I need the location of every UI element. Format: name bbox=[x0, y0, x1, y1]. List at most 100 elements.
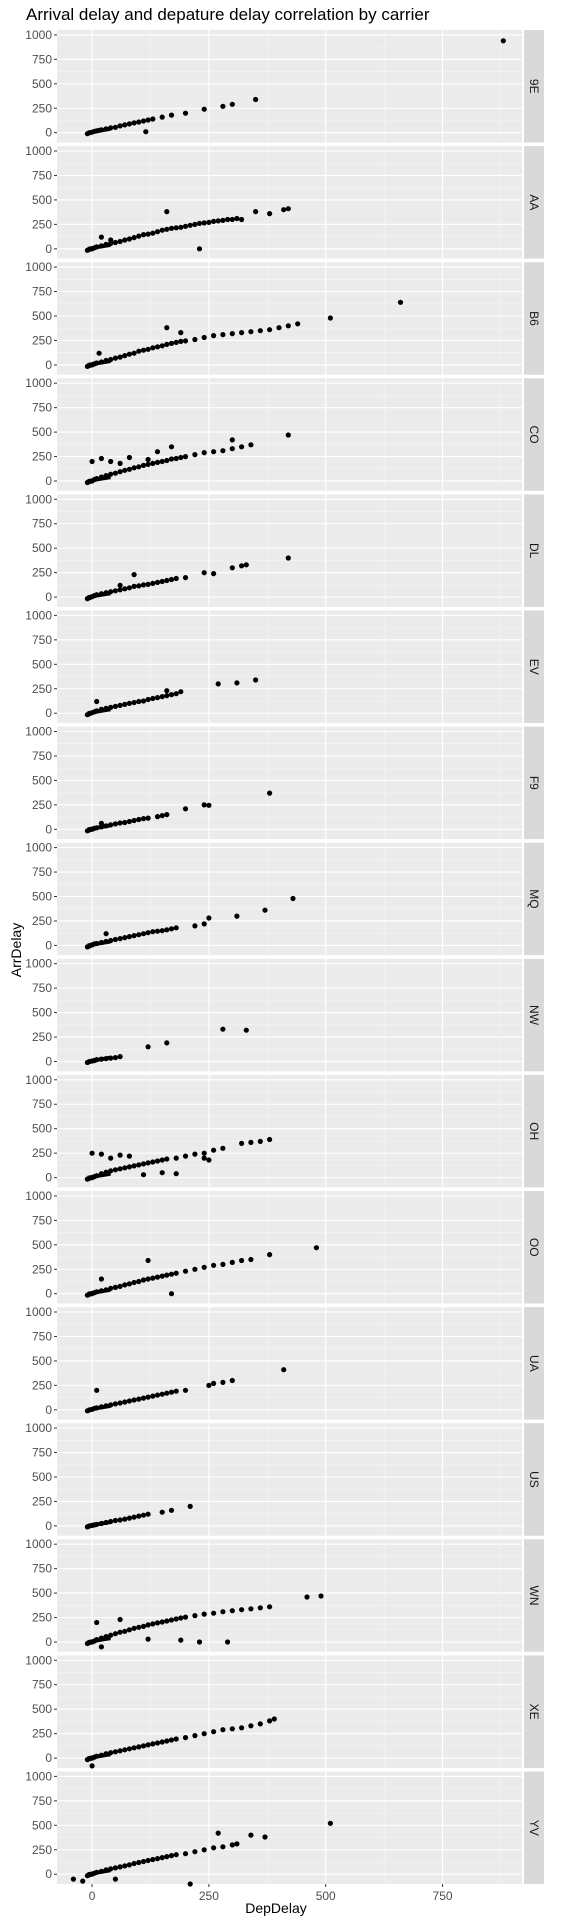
data-point bbox=[112, 470, 118, 476]
data-point bbox=[140, 232, 147, 238]
data-point bbox=[108, 237, 114, 243]
data-point bbox=[154, 814, 161, 820]
data-point bbox=[173, 339, 179, 345]
y-tick-label: 0 bbox=[45, 358, 52, 372]
y-tick-label: 1000 bbox=[25, 376, 52, 390]
point-cluster bbox=[87, 1752, 111, 1761]
data-point bbox=[126, 700, 132, 707]
data-point bbox=[117, 1616, 123, 1623]
facet-strip bbox=[524, 1191, 544, 1304]
y-tick-label: 500 bbox=[32, 1238, 52, 1252]
data-point bbox=[318, 1593, 324, 1599]
data-point bbox=[164, 341, 170, 347]
data-point bbox=[220, 1727, 226, 1733]
data-points bbox=[84, 555, 291, 602]
data-point bbox=[164, 927, 170, 933]
data-point bbox=[131, 583, 137, 590]
data-points bbox=[84, 38, 506, 137]
data-point bbox=[159, 458, 165, 465]
data-point bbox=[239, 1257, 245, 1264]
data-point bbox=[182, 1851, 189, 1857]
data-point bbox=[154, 459, 161, 465]
y-tick-label: 1000 bbox=[25, 1421, 52, 1435]
facet-strip-label: OO bbox=[527, 1238, 541, 1257]
data-point bbox=[290, 895, 296, 902]
y-tick-label: 750 bbox=[32, 1794, 52, 1808]
x-tick-label: 500 bbox=[316, 1889, 336, 1903]
data-point bbox=[220, 1145, 226, 1151]
data-point bbox=[96, 350, 102, 356]
y-axis-title: ArrDelay bbox=[8, 923, 24, 977]
data-point bbox=[164, 209, 170, 215]
data-point bbox=[182, 1614, 189, 1620]
data-point bbox=[211, 218, 217, 224]
data-point bbox=[206, 219, 212, 225]
y-tick-label: 500 bbox=[32, 1354, 52, 1368]
data-point bbox=[248, 1256, 254, 1263]
data-point bbox=[164, 1156, 170, 1162]
data-point bbox=[140, 582, 147, 588]
facet-panels: 0 250 500 750 1000 9E 0 250 500 750 1000 AA 0 250 500 7… bbox=[25, 28, 544, 1887]
data-point bbox=[117, 238, 123, 245]
facet-panel-ev: 0 250 500 750 1000 EV bbox=[25, 608, 544, 723]
data-point bbox=[229, 216, 235, 223]
data-point bbox=[145, 1257, 151, 1264]
y-tick-label: 250 bbox=[32, 1262, 52, 1276]
data-point bbox=[117, 936, 123, 942]
data-point bbox=[239, 1607, 245, 1613]
data-point bbox=[257, 1721, 263, 1727]
data-point bbox=[168, 444, 175, 450]
data-point bbox=[122, 1747, 128, 1753]
facet-panel-us: 0 250 500 750 1000 US bbox=[25, 1421, 544, 1536]
facet-panel-mq: 0 250 500 750 1000 MQ bbox=[25, 841, 544, 956]
point-cluster bbox=[87, 707, 111, 716]
facet-panel-f9: 0 250 500 750 1000 F9 bbox=[25, 724, 544, 840]
y-tick-label: 250 bbox=[32, 217, 52, 231]
data-point bbox=[89, 458, 95, 465]
data-point bbox=[112, 1631, 118, 1637]
point-cluster bbox=[87, 823, 111, 832]
data-point bbox=[201, 802, 207, 808]
data-point bbox=[112, 1749, 118, 1755]
facet-strip-label: UA bbox=[527, 1355, 541, 1372]
data-point bbox=[248, 1606, 254, 1612]
data-point bbox=[164, 1738, 170, 1744]
data-point bbox=[182, 1268, 189, 1274]
data-point bbox=[327, 1820, 333, 1826]
data-point bbox=[94, 1387, 100, 1393]
data-point bbox=[150, 1275, 156, 1281]
data-point bbox=[154, 928, 161, 934]
y-tick-label: 500 bbox=[32, 1818, 52, 1832]
data-point bbox=[126, 121, 132, 127]
data-point bbox=[164, 325, 170, 331]
data-point bbox=[154, 1856, 161, 1862]
y-tick-label: 0 bbox=[45, 474, 52, 488]
data-point bbox=[159, 694, 165, 700]
point-cluster bbox=[87, 1171, 111, 1180]
data-point bbox=[140, 1277, 147, 1283]
data-point bbox=[140, 1172, 147, 1178]
data-point bbox=[117, 1517, 123, 1523]
data-point bbox=[164, 812, 170, 818]
data-point bbox=[229, 446, 235, 452]
data-point bbox=[220, 1261, 226, 1267]
data-point bbox=[196, 246, 203, 252]
data-point bbox=[145, 930, 151, 936]
data-point bbox=[201, 106, 207, 112]
data-point bbox=[126, 1153, 132, 1159]
data-point bbox=[192, 452, 198, 458]
data-point bbox=[126, 454, 132, 461]
data-point bbox=[122, 1165, 128, 1171]
data-point bbox=[168, 1853, 175, 1859]
data-point bbox=[239, 330, 245, 336]
data-point bbox=[215, 681, 221, 687]
data-point bbox=[136, 698, 142, 705]
facet-panel-xe: 0 250 500 750 1000 XE bbox=[25, 1653, 544, 1769]
y-tick-label: 1000 bbox=[25, 957, 52, 971]
data-point bbox=[304, 1594, 310, 1600]
data-point bbox=[229, 1842, 235, 1848]
y-tick-label: 500 bbox=[32, 309, 52, 323]
y-tick-label: 1000 bbox=[25, 1653, 52, 1667]
data-point bbox=[225, 1639, 231, 1645]
facet-panel-aa: 0 250 500 750 1000 AA bbox=[25, 144, 544, 259]
